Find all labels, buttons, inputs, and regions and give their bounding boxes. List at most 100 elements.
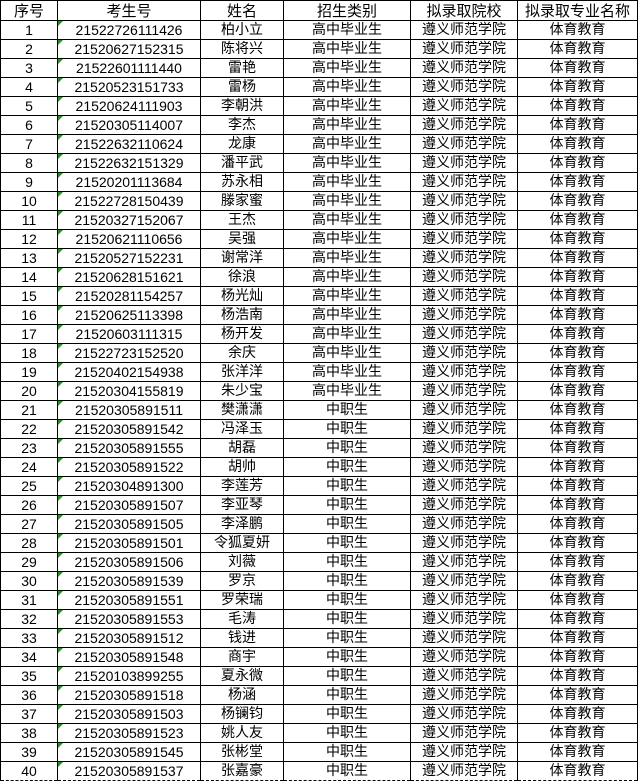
- header-exam-number[interactable]: 考生号: [57, 0, 201, 21]
- cell-category[interactable]: 中职生: [283, 742, 411, 762]
- cell-major[interactable]: 体育教育: [517, 685, 638, 705]
- cell-school[interactable]: 遵义师范学院: [410, 685, 518, 705]
- cell-exam-number[interactable]: 21520625113398: [57, 305, 201, 325]
- cell-major[interactable]: 体育教育: [517, 609, 638, 629]
- cell-exam-number[interactable]: 21520527152231: [57, 248, 201, 268]
- cell-major[interactable]: 体育教育: [517, 305, 638, 325]
- cell-index[interactable]: 13: [0, 248, 58, 268]
- cell-major[interactable]: 体育教育: [517, 248, 638, 268]
- cell-school[interactable]: 遵义师范学院: [410, 248, 518, 268]
- cell-exam-number[interactable]: 21520523151733: [57, 77, 201, 97]
- cell-category[interactable]: 中职生: [283, 533, 411, 553]
- cell-name[interactable]: 刘薇: [200, 552, 284, 572]
- cell-major[interactable]: 体育教育: [517, 666, 638, 686]
- cell-category[interactable]: 高中毕业生: [283, 248, 411, 268]
- cell-category[interactable]: 高中毕业生: [283, 362, 411, 382]
- cell-school[interactable]: 遵义师范学院: [410, 761, 518, 781]
- cell-school[interactable]: 遵义师范学院: [410, 457, 518, 477]
- cell-school[interactable]: 遵义师范学院: [410, 381, 518, 401]
- cell-major[interactable]: 体育教育: [517, 39, 638, 59]
- cell-major[interactable]: 体育教育: [517, 761, 638, 781]
- cell-name[interactable]: 李莲芳: [200, 476, 284, 496]
- cell-exam-number[interactable]: 21520305891539: [57, 571, 201, 591]
- header-index[interactable]: 序号: [0, 0, 58, 21]
- cell-exam-number[interactable]: 21522728150439: [57, 191, 201, 211]
- cell-index[interactable]: 2: [0, 39, 58, 59]
- cell-school[interactable]: 遵义师范学院: [410, 647, 518, 667]
- cell-exam-number[interactable]: 21520305891522: [57, 457, 201, 477]
- cell-name[interactable]: 柏小立: [200, 20, 284, 40]
- cell-name[interactable]: 苏永相: [200, 172, 284, 192]
- cell-index[interactable]: 17: [0, 324, 58, 344]
- cell-index[interactable]: 25: [0, 476, 58, 496]
- cell-index[interactable]: 7: [0, 134, 58, 154]
- cell-index[interactable]: 32: [0, 609, 58, 629]
- cell-category[interactable]: 中职生: [283, 476, 411, 496]
- cell-exam-number[interactable]: 21520305891503: [57, 704, 201, 724]
- cell-exam-number[interactable]: 21520305891555: [57, 438, 201, 458]
- cell-name[interactable]: 杨浩南: [200, 305, 284, 325]
- cell-exam-number[interactable]: 21520305114007: [57, 115, 201, 135]
- cell-category[interactable]: 高中毕业生: [283, 324, 411, 344]
- cell-category[interactable]: 高中毕业生: [283, 96, 411, 116]
- cell-index[interactable]: 35: [0, 666, 58, 686]
- cell-index[interactable]: 11: [0, 210, 58, 230]
- cell-exam-number[interactable]: 21520305891545: [57, 742, 201, 762]
- cell-exam-number[interactable]: 21520201113684: [57, 172, 201, 192]
- cell-school[interactable]: 遵义师范学院: [410, 438, 518, 458]
- header-major[interactable]: 拟录取专业名称: [517, 0, 638, 21]
- cell-index[interactable]: 37: [0, 704, 58, 724]
- header-category[interactable]: 招生类别: [283, 0, 411, 21]
- cell-major[interactable]: 体育教育: [517, 590, 638, 610]
- cell-category[interactable]: 中职生: [283, 514, 411, 534]
- cell-major[interactable]: 体育教育: [517, 419, 638, 439]
- cell-exam-number[interactable]: 21520305891507: [57, 495, 201, 515]
- header-school[interactable]: 拟录取院校: [410, 0, 518, 21]
- cell-school[interactable]: 遵义师范学院: [410, 77, 518, 97]
- cell-category[interactable]: 高中毕业生: [283, 153, 411, 173]
- cell-index[interactable]: 38: [0, 723, 58, 743]
- cell-index[interactable]: 29: [0, 552, 58, 572]
- cell-exam-number[interactable]: 21520624111903: [57, 96, 201, 116]
- cell-name[interactable]: 谢常洋: [200, 248, 284, 268]
- cell-index[interactable]: 39: [0, 742, 58, 762]
- cell-exam-number[interactable]: 21522601111440: [57, 58, 201, 78]
- cell-index[interactable]: 20: [0, 381, 58, 401]
- cell-school[interactable]: 遵义师范学院: [410, 590, 518, 610]
- cell-name[interactable]: 滕家蜜: [200, 191, 284, 211]
- cell-index[interactable]: 34: [0, 647, 58, 667]
- cell-index[interactable]: 30: [0, 571, 58, 591]
- cell-exam-number[interactable]: 21522632110624: [57, 134, 201, 154]
- cell-major[interactable]: 体育教育: [517, 704, 638, 724]
- cell-school[interactable]: 遵义师范学院: [410, 742, 518, 762]
- cell-name[interactable]: 张洋洋: [200, 362, 284, 382]
- cell-major[interactable]: 体育教育: [517, 115, 638, 135]
- cell-category[interactable]: 高中毕业生: [283, 210, 411, 230]
- cell-index[interactable]: 40: [0, 761, 58, 781]
- cell-major[interactable]: 体育教育: [517, 514, 638, 534]
- cell-major[interactable]: 体育教育: [517, 438, 638, 458]
- cell-major[interactable]: 体育教育: [517, 742, 638, 762]
- cell-index[interactable]: 6: [0, 115, 58, 135]
- cell-index[interactable]: 5: [0, 96, 58, 116]
- cell-exam-number[interactable]: 21520103899255: [57, 666, 201, 686]
- cell-major[interactable]: 体育教育: [517, 229, 638, 249]
- cell-index[interactable]: 36: [0, 685, 58, 705]
- cell-name[interactable]: 夏永微: [200, 666, 284, 686]
- cell-major[interactable]: 体育教育: [517, 134, 638, 154]
- cell-exam-number[interactable]: 21520305891518: [57, 685, 201, 705]
- cell-index[interactable]: 23: [0, 438, 58, 458]
- cell-major[interactable]: 体育教育: [517, 552, 638, 572]
- cell-category[interactable]: 中职生: [283, 438, 411, 458]
- cell-name[interactable]: 吴强: [200, 229, 284, 249]
- cell-exam-number[interactable]: 21520305891501: [57, 533, 201, 553]
- cell-exam-number[interactable]: 21520305891512: [57, 628, 201, 648]
- cell-name[interactable]: 商宇: [200, 647, 284, 667]
- cell-school[interactable]: 遵义师范学院: [410, 58, 518, 78]
- cell-category[interactable]: 高中毕业生: [283, 20, 411, 40]
- cell-school[interactable]: 遵义师范学院: [410, 495, 518, 515]
- cell-index[interactable]: 22: [0, 419, 58, 439]
- cell-category[interactable]: 高中毕业生: [283, 172, 411, 192]
- cell-category[interactable]: 中职生: [283, 419, 411, 439]
- cell-school[interactable]: 遵义师范学院: [410, 400, 518, 420]
